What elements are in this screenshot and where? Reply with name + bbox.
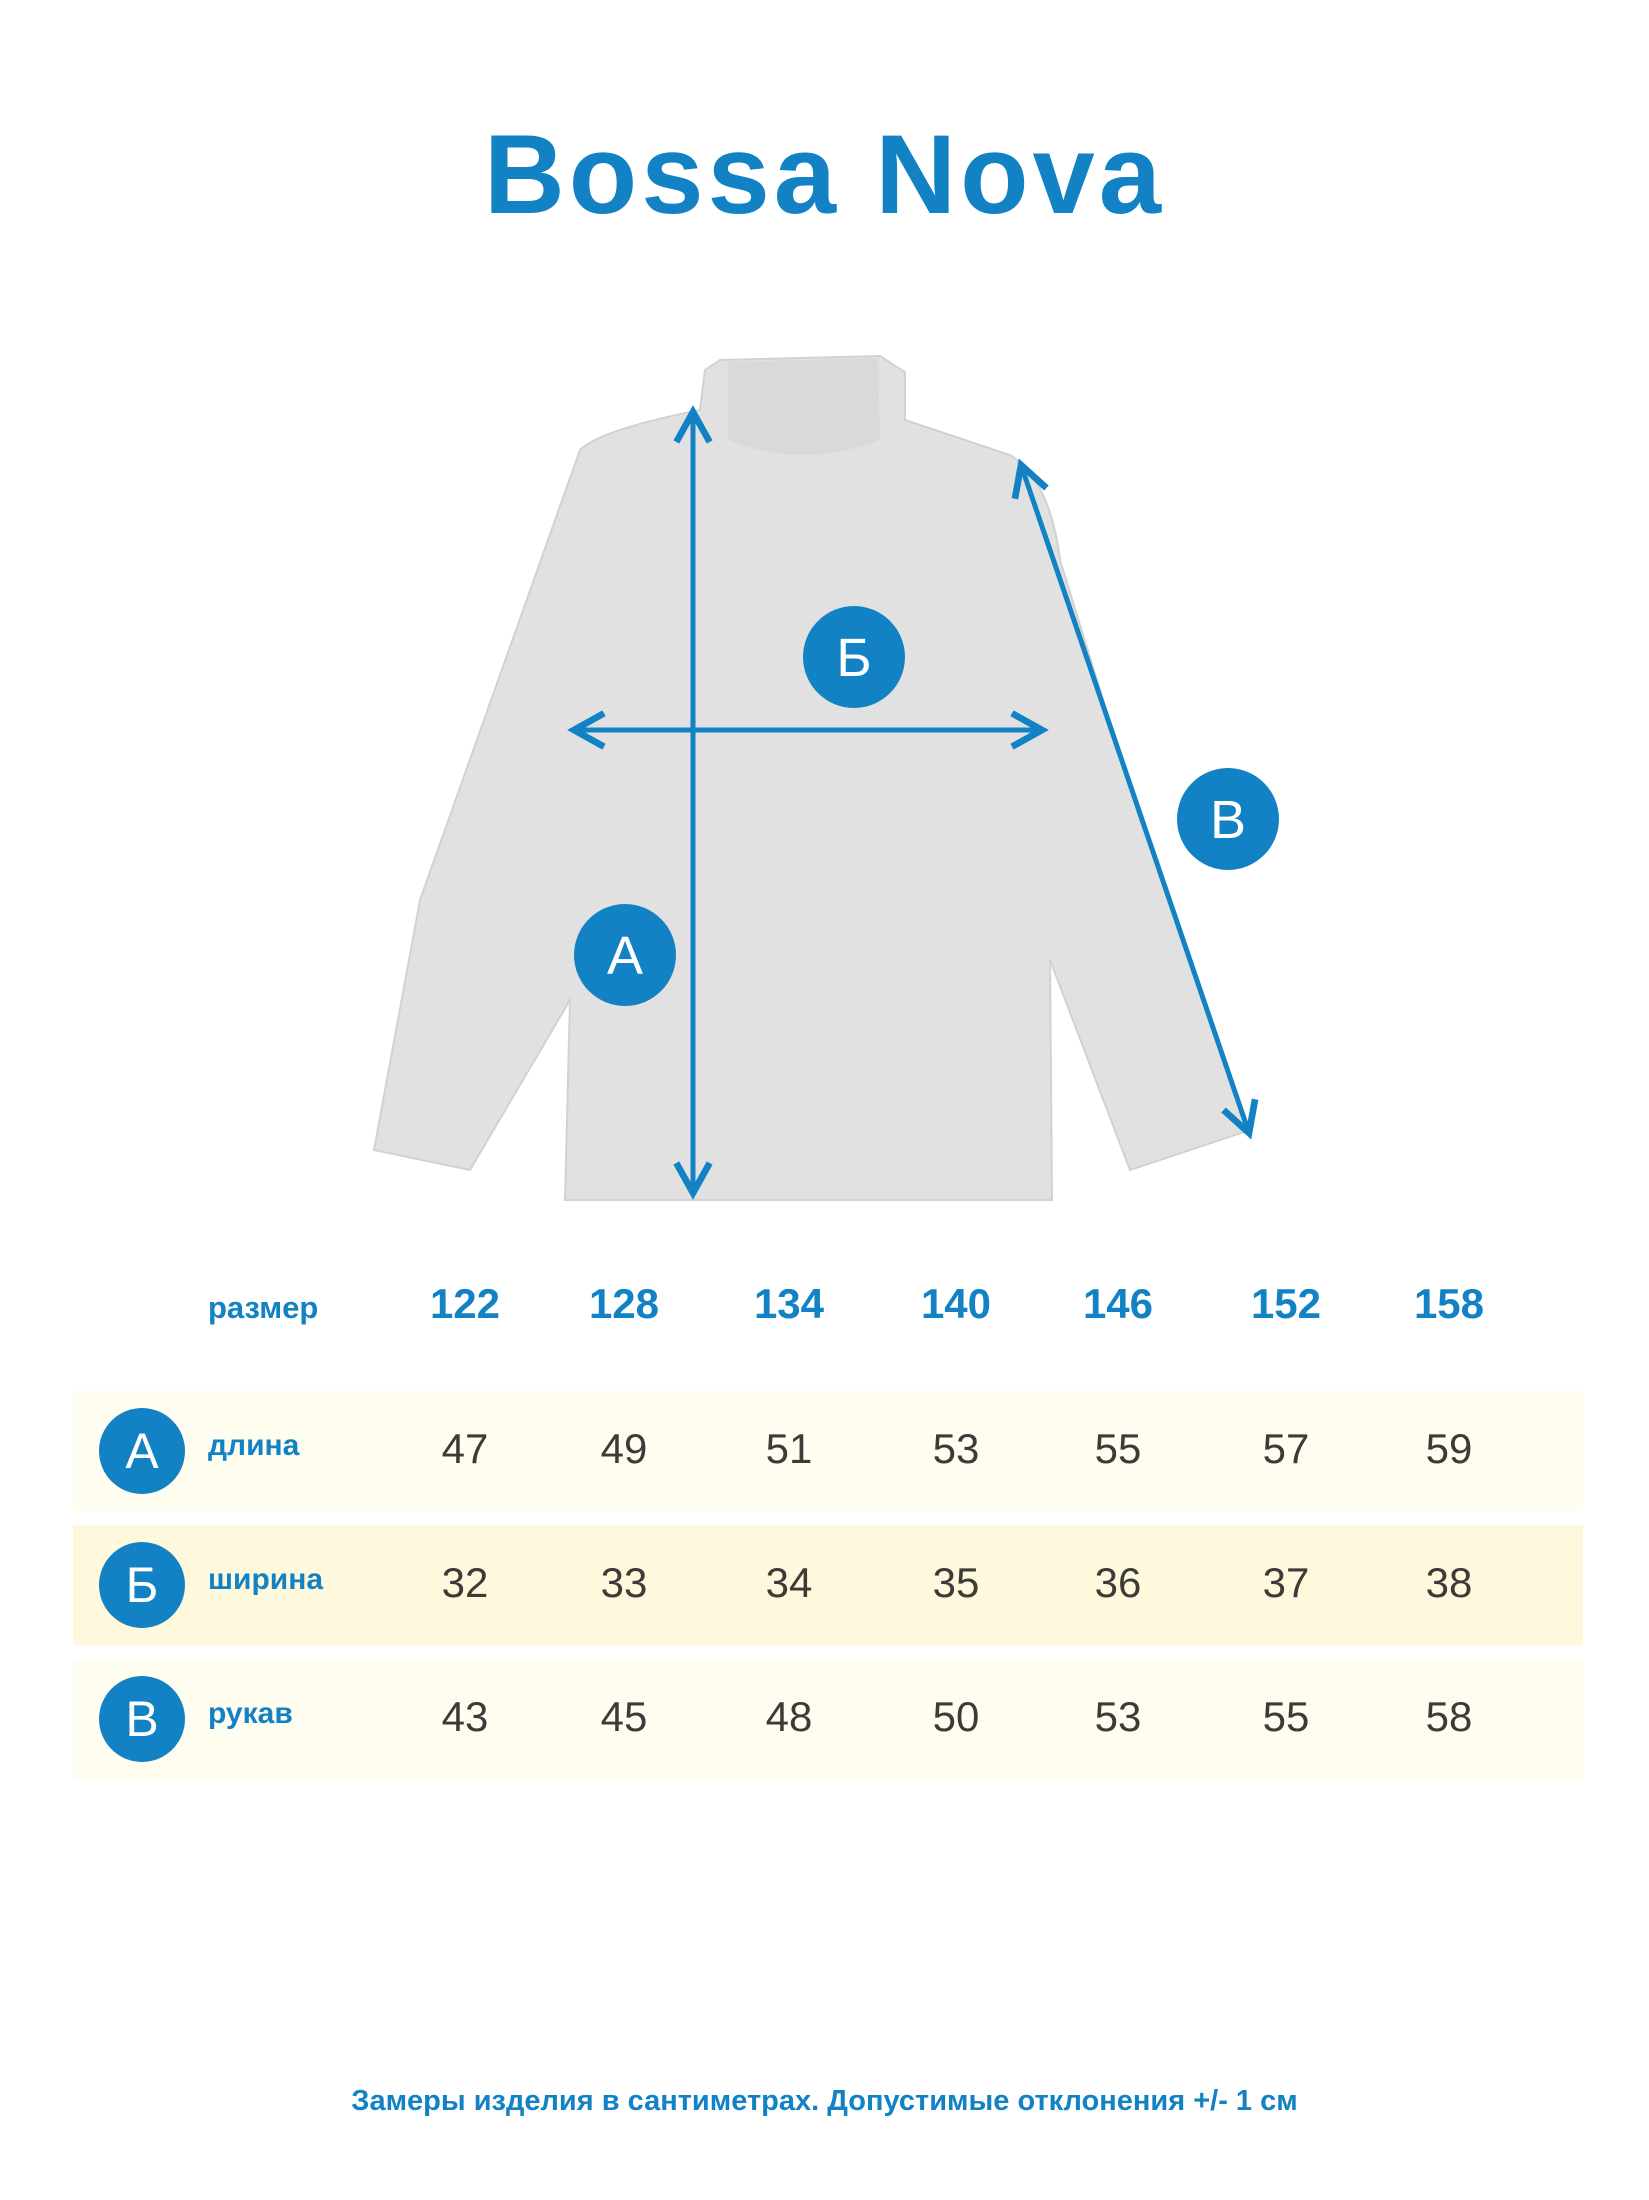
- svg-text:А: А: [607, 926, 643, 986]
- footer-note: Замеры изделия в сантиметрах. Допустимые…: [351, 2085, 1298, 2117]
- table-cell: 47: [441, 1425, 489, 1472]
- table-cell: 32: [441, 1559, 489, 1606]
- size-header: 134: [753, 1280, 825, 1327]
- table-cell: 37: [1262, 1559, 1310, 1606]
- sleeve-badge: В: [1177, 768, 1279, 870]
- svg-text:В: В: [1210, 790, 1246, 850]
- table-cell: 35: [932, 1559, 980, 1606]
- brand-title: Bossa Nova: [483, 112, 1166, 237]
- row-badge: А: [99, 1408, 185, 1494]
- row-badge: Б: [99, 1542, 185, 1628]
- turtleneck-shirt-image: [372, 354, 1252, 1201]
- table-row: А длина 47 49 51 53 55 57 59: [73, 1391, 1583, 1511]
- size-header: 128: [588, 1280, 660, 1327]
- svg-text:Б: Б: [836, 628, 871, 688]
- row-label: рукав: [208, 1697, 293, 1730]
- sleeve-arrow: [1021, 465, 1249, 1133]
- table-cell: 51: [765, 1425, 813, 1472]
- table-cell: 57: [1262, 1425, 1310, 1472]
- table-cell: 53: [932, 1425, 980, 1472]
- size-header: 122: [429, 1280, 501, 1327]
- table-cell: 50: [932, 1693, 980, 1740]
- length-badge: А: [574, 904, 676, 1006]
- size-header: 152: [1250, 1280, 1322, 1327]
- table-cell: 45: [600, 1693, 648, 1740]
- table-cell: 59: [1425, 1425, 1473, 1472]
- table-row: Б ширина 32 33 34 35 36 37 38: [73, 1525, 1583, 1645]
- table-cell: 55: [1094, 1425, 1142, 1472]
- table-cell: 58: [1425, 1693, 1473, 1740]
- table-cell: 38: [1425, 1559, 1473, 1606]
- size-header: 140: [920, 1280, 992, 1327]
- table-row: В рукав 43 45 48 50 53 55 58: [73, 1659, 1583, 1779]
- size-header: 158: [1413, 1280, 1485, 1327]
- garment-diagram: Б В А: [372, 354, 1279, 1201]
- table-cell: 43: [441, 1693, 489, 1740]
- table-cell: 48: [765, 1693, 813, 1740]
- width-badge: Б: [803, 606, 905, 708]
- table-cell: 55: [1262, 1693, 1310, 1740]
- size-header: 146: [1082, 1280, 1154, 1327]
- table-cell: 53: [1094, 1693, 1142, 1740]
- row-label: длина: [208, 1429, 300, 1462]
- row-badge: В: [99, 1676, 185, 1762]
- size-header-label: размер: [208, 1290, 319, 1325]
- table-cell: 36: [1094, 1559, 1142, 1606]
- table-cell: 49: [600, 1425, 648, 1472]
- table-cell: 34: [765, 1559, 813, 1606]
- table-cell: 33: [600, 1559, 648, 1606]
- row-label: ширина: [208, 1563, 324, 1596]
